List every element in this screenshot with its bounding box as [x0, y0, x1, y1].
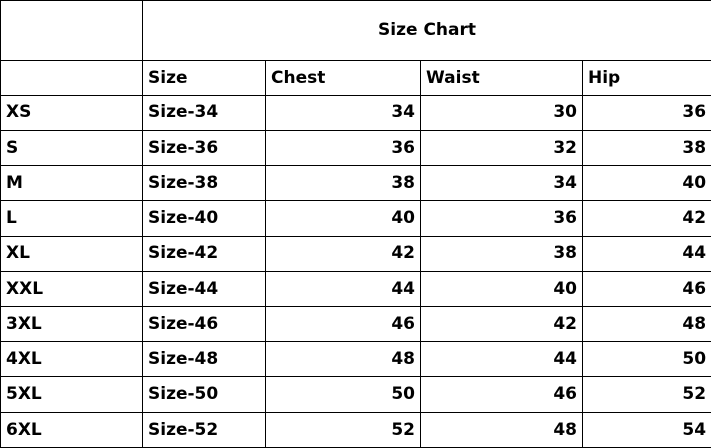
row-size: Size-50: [142, 376, 266, 413]
row-hip: 46: [581, 270, 711, 308]
row-chest: 46: [265, 306, 421, 343]
table-row: 6XL Size-52 52 48 54: [0, 411, 711, 448]
table-row: XS Size-34 34 30 36: [0, 94, 711, 131]
table-row: XXL Size-44 44 40 46: [0, 270, 711, 308]
row-size: Size-34: [142, 94, 266, 131]
row-chest: 38: [265, 165, 421, 202]
row-hip: 48: [581, 306, 711, 343]
row-size: Size-46: [142, 306, 266, 343]
row-waist: 30: [420, 94, 583, 131]
row-chest: 50: [265, 376, 421, 413]
table-header-row: Size Chest Waist Hip: [0, 60, 711, 96]
row-waist: 48: [420, 411, 583, 448]
table-row: 5XL Size-50 50 46 52: [0, 376, 711, 413]
row-chest: 36: [265, 129, 421, 167]
title-row: Size Chart: [0, 0, 711, 62]
column-header-hip: Hip: [581, 60, 711, 96]
row-size: Size-42: [142, 235, 266, 272]
table-row: S Size-36 36 32 38: [0, 129, 711, 167]
row-hip: 54: [581, 411, 711, 448]
row-size: Size-38: [142, 165, 266, 202]
row-label: S: [0, 129, 143, 167]
table-row: 3XL Size-46 46 42 48: [0, 306, 711, 343]
row-size: Size-40: [142, 200, 266, 237]
row-size: Size-36: [142, 129, 266, 167]
row-waist: 36: [420, 200, 583, 237]
row-size: Size-44: [142, 270, 266, 308]
row-waist: 46: [420, 376, 583, 413]
row-chest: 42: [265, 235, 421, 272]
row-chest: 34: [265, 94, 421, 131]
corner-blank-cell: [0, 0, 143, 62]
row-size: Size-52: [142, 411, 266, 448]
row-hip: 42: [581, 200, 711, 237]
column-header-waist: Waist: [420, 60, 583, 96]
row-hip: 50: [581, 341, 711, 378]
column-header-chest: Chest: [265, 60, 421, 96]
row-label: L: [0, 200, 143, 237]
row-chest: 40: [265, 200, 421, 237]
row-waist: 32: [420, 129, 583, 167]
row-label: M: [0, 165, 143, 202]
row-hip: 52: [581, 376, 711, 413]
row-label: XS: [0, 94, 143, 131]
column-header-size: Size: [142, 60, 266, 96]
row-label: 3XL: [0, 306, 143, 343]
row-hip: 40: [581, 165, 711, 202]
row-label: XL: [0, 235, 143, 272]
page-title: Size Chart: [141, 0, 711, 62]
row-waist: 34: [420, 165, 583, 202]
row-chest: 52: [265, 411, 421, 448]
row-label: XXL: [0, 270, 143, 308]
row-label: 5XL: [0, 376, 143, 413]
header-blank-cell: [0, 60, 143, 96]
row-waist: 40: [420, 270, 583, 308]
table-row: L Size-40 40 36 42: [0, 200, 711, 237]
row-waist: 42: [420, 306, 583, 343]
row-chest: 48: [265, 341, 421, 378]
row-label: 4XL: [0, 341, 143, 378]
row-label: 6XL: [0, 411, 143, 448]
row-hip: 36: [581, 94, 711, 131]
row-chest: 44: [265, 270, 421, 308]
table-row: M Size-38 38 34 40: [0, 165, 711, 202]
row-hip: 44: [581, 235, 711, 272]
table-row: 4XL Size-48 48 44 50: [0, 341, 711, 378]
table-row: XL Size-42 42 38 44: [0, 235, 711, 272]
row-size: Size-48: [142, 341, 266, 378]
row-waist: 44: [420, 341, 583, 378]
row-waist: 38: [420, 235, 583, 272]
row-hip: 38: [581, 129, 711, 167]
